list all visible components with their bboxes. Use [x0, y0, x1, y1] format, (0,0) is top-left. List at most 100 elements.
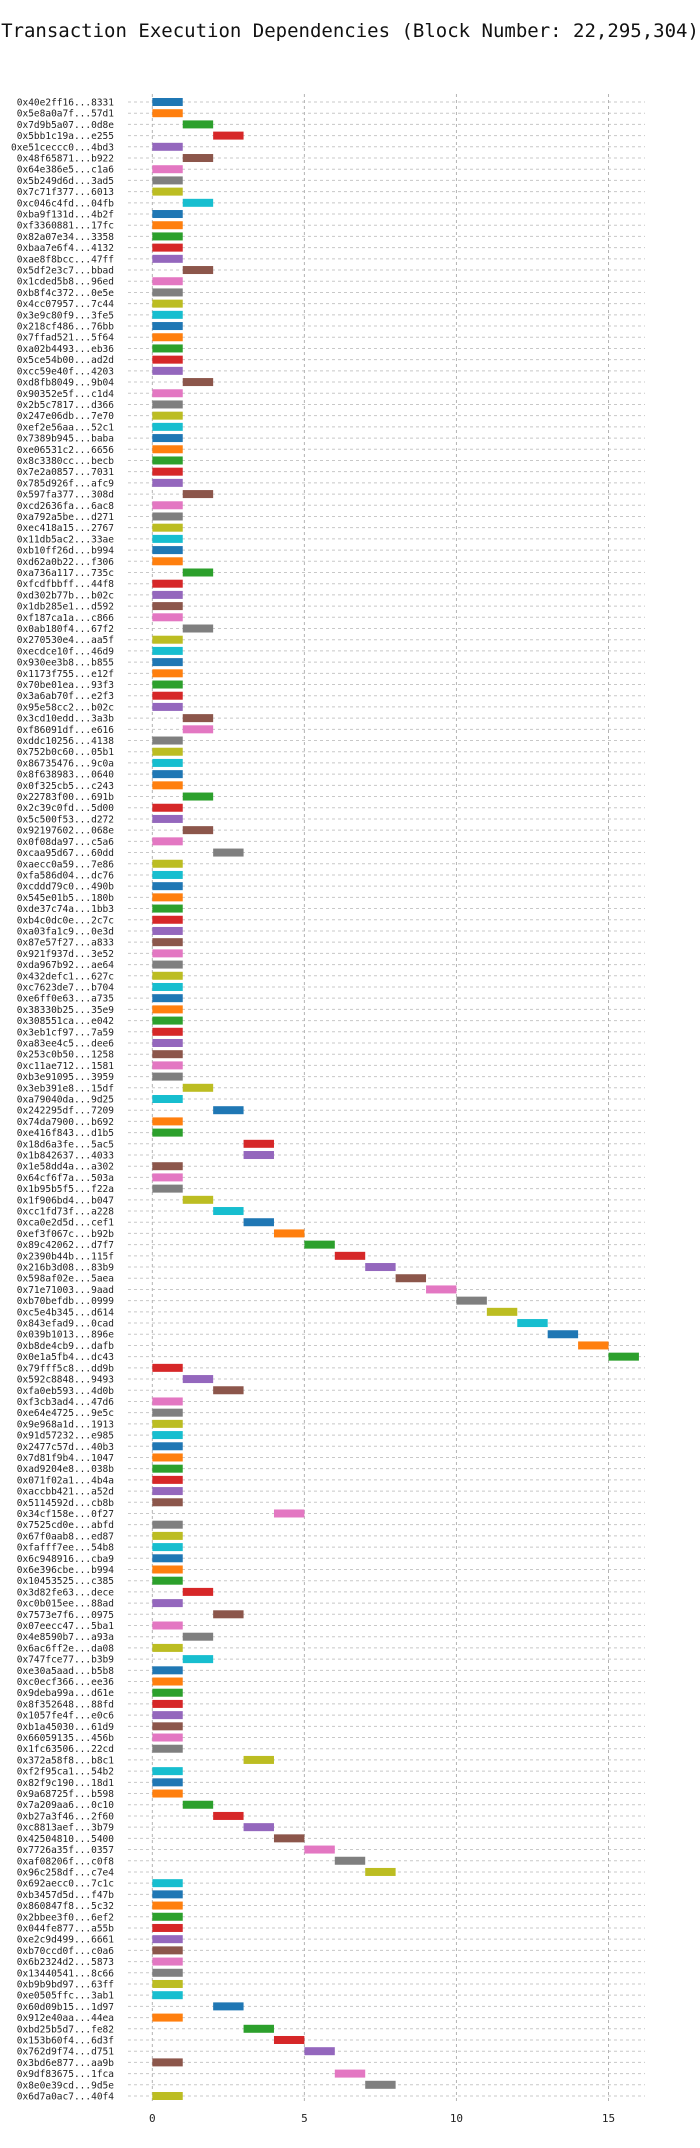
- tx-hash-label: 0x912e40aa...44ea: [17, 2013, 114, 2024]
- tx-hash-label: 0xae8f8bcc...47ff: [17, 254, 114, 265]
- dependency-bar: [152, 1946, 183, 1955]
- tx-hash-label: 0x89c42062...d7f7: [17, 1240, 114, 1251]
- tx-hash-label: 0x64cf6f7a...503a: [17, 1173, 114, 1184]
- tx-hash-label: 0x1b95b5f5...f22a: [17, 1184, 114, 1195]
- tx-hash-label: 0x82f9c190...18d1: [17, 1778, 115, 1789]
- tx-hash-label: 0x216b3d08...83b9: [17, 1263, 115, 1274]
- dependency-bar: [152, 434, 183, 443]
- tx-hash-label: 0x38330b25...35e9: [17, 1005, 115, 1016]
- dependency-bar: [182, 568, 214, 577]
- tx-hash-label: 0x762d9f74...d751: [17, 2047, 115, 2058]
- tx-hash-label: 0x34cf158e...0f27: [17, 1509, 114, 1520]
- dependency-bar: [152, 1431, 183, 1440]
- tx-hash-label: 0x9e968a1d...1913: [17, 1419, 114, 1430]
- tx-hash-label: 0xca0e2d5d...cef1: [17, 1218, 115, 1229]
- tx-hash-label: 0x66059135...456b: [17, 1733, 115, 1744]
- dependency-bar: [182, 624, 214, 633]
- tx-hash-label: 0xe51ceccc0...4bd3: [11, 142, 114, 153]
- dependency-bar: [152, 165, 183, 174]
- tx-hash-label: 0x6b2324d2...5873: [17, 1957, 114, 1968]
- dependency-bar: [152, 1072, 183, 1081]
- tx-hash-label: 0x48f65871...b922: [17, 154, 114, 165]
- dependency-bar: [213, 131, 244, 140]
- dependency-bar: [152, 333, 183, 342]
- tx-hash-label: 0x22783f00...691b: [17, 792, 115, 803]
- tx-hash-label: 0x747fce77...b3b9: [17, 1655, 115, 1666]
- dependency-bar: [152, 1363, 183, 1372]
- dependency-bar: [213, 1386, 244, 1395]
- dependency-bar: [243, 1218, 274, 1227]
- tx-hash-label: 0x218cf486...76bb: [17, 322, 115, 333]
- tx-hash-label: 0xa83ee4c5...dee6: [17, 1038, 115, 1049]
- dependency-bar: [152, 1957, 183, 1966]
- dependency-bar: [243, 1755, 274, 1764]
- tx-hash-label: 0x7726a35f...0357: [17, 1845, 114, 1856]
- dependency-bar: [456, 1296, 487, 1305]
- dependency-bar: [152, 758, 183, 767]
- dependency-bar: [152, 1789, 183, 1798]
- tx-hash-label: 0x6ac6ff2e...da08: [17, 1643, 115, 1654]
- dependency-bar: [152, 299, 183, 308]
- dependency-bar: [182, 1375, 214, 1384]
- dependency-bar: [152, 456, 183, 465]
- tx-hash-label: 0x7d9b5a07...0d8e: [17, 120, 115, 131]
- tx-hash-label: 0x372a58f8...b8c1: [17, 1755, 115, 1766]
- tx-hash-label: 0xf187ca1a...c866: [17, 613, 115, 624]
- tx-hash-label: 0x18d6a3fe...5ac5: [17, 1139, 114, 1150]
- dependency-bar: [152, 467, 183, 476]
- tx-hash-label: 0xef3f067c...b92b: [17, 1229, 115, 1240]
- tx-hash-label: 0xc0b015ee...88ad: [17, 1599, 114, 1610]
- dependency-bar: [152, 1005, 183, 1014]
- dependency-bar: [304, 1240, 335, 1249]
- tx-hash-label: 0xcc1fd73f...a228: [17, 1207, 115, 1218]
- tx-hash-label: 0x6d7a0ac7...40f4: [17, 2092, 115, 2103]
- dependency-bar: [152, 680, 183, 689]
- tx-hash-label: 0x545e01b5...180b: [17, 893, 115, 904]
- dependency-bar: [152, 1778, 183, 1787]
- tx-hash-label: 0xb1a45030...61d9: [17, 1722, 115, 1733]
- dependency-bar: [152, 893, 183, 902]
- dependency-bar: [152, 422, 183, 431]
- tx-hash-label: 0x308551ca...e042: [17, 1016, 114, 1027]
- dependency-bar: [152, 98, 183, 106]
- dependency-bar: [152, 1935, 183, 1944]
- dependency-bar: [182, 378, 214, 387]
- tx-hash-label: 0x598af02e...5aea: [17, 1274, 114, 1285]
- dependency-bar: [152, 1475, 183, 1484]
- tx-hash-label: 0x1b842637...4033: [17, 1151, 114, 1162]
- dependency-bar: [152, 1666, 183, 1675]
- tx-hash-label: 0xcd2636fa...6ac8: [17, 501, 115, 512]
- tx-hash-label: 0xf3cb3ad4...47d6: [17, 1397, 115, 1408]
- tx-hash-label: 0x7c71f377...6013: [17, 187, 114, 198]
- tx-hash-label: 0x7525cd0e...abfd: [17, 1520, 114, 1531]
- tx-hash-label: 0xecdce10f...46d9: [17, 646, 115, 657]
- tx-hash-label: 0x1e58dd4a...a302: [17, 1162, 114, 1173]
- tx-hash-label: 0xa79040da...9d25: [17, 1095, 114, 1106]
- tx-hash-label: 0x11db5ac2...33ae: [17, 534, 115, 545]
- tx-hash-label: 0x5df2e3c7...bbad: [17, 266, 114, 277]
- tx-hash-label: 0xaf08206f...c0f8: [17, 1856, 115, 1867]
- dependency-bar: [304, 2047, 335, 2056]
- tx-hash-label: 0x7a209aa6...0c10: [17, 1800, 115, 1811]
- dependency-bar: [152, 837, 183, 846]
- grid: [128, 94, 645, 2104]
- tx-hash-label: 0x860847f8...5c32: [17, 1901, 114, 1912]
- dependency-bar: [152, 523, 183, 532]
- tx-hash-label: 0x921f937d...3e52: [17, 949, 114, 960]
- tx-hash-label: 0xe30a5aad...b5b8: [17, 1666, 115, 1677]
- dependency-bar: [152, 736, 183, 745]
- dependency-bar: [334, 2069, 366, 2078]
- dependency-bar: [152, 1419, 183, 1428]
- dependency-bar: [152, 322, 183, 331]
- tx-hash-label: 0x3cd10edd...3a3b: [17, 714, 115, 725]
- dependency-bar: [152, 1442, 183, 1451]
- tx-hash-label: 0xc7623de7...b704: [17, 982, 115, 993]
- tx-hash-label: 0x5bb1c19a...e255: [17, 131, 114, 142]
- dependency-bar: [365, 1867, 396, 1876]
- tx-hash-label: 0x2bbee3f0...6ef2: [17, 1912, 114, 1923]
- tx-hash-label: 0xb3457d5d...f47b: [17, 1890, 115, 1901]
- dependency-bar: [152, 344, 183, 353]
- tx-hash-label: 0xa03fa1c9...0e3d: [17, 926, 114, 937]
- dependency-bar: [152, 546, 183, 555]
- tx-hash-label: 0x071f02a1...4b4a: [17, 1475, 114, 1486]
